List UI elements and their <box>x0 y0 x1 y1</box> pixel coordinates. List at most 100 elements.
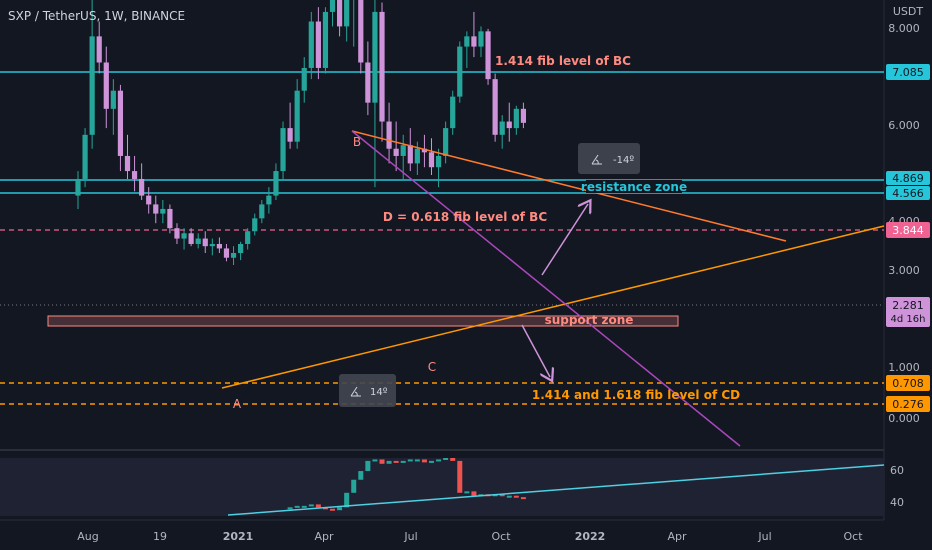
candle[interactable] <box>139 163 145 200</box>
candle[interactable] <box>266 187 272 214</box>
candle-body <box>322 11 329 68</box>
candle-body <box>117 90 124 156</box>
price-label-res-low: 4.566 <box>892 187 924 200</box>
candle-body <box>358 0 364 63</box>
candle[interactable] <box>400 134 406 179</box>
candle-body <box>110 90 116 109</box>
candle[interactable] <box>336 0 343 37</box>
time-tick: Apr <box>314 530 334 543</box>
candle[interactable] <box>216 237 222 254</box>
osc-bar <box>344 492 350 508</box>
candle[interactable] <box>443 121 449 164</box>
countdown-label: 4d 16h <box>891 314 926 325</box>
osc-trendline <box>227 464 885 516</box>
candle[interactable] <box>513 105 519 135</box>
candle[interactable] <box>428 138 435 175</box>
candle-body <box>287 128 293 142</box>
candle[interactable] <box>195 233 201 249</box>
candle-body <box>428 152 435 168</box>
time-tick: Jul <box>403 530 417 543</box>
candle[interactable] <box>450 90 456 135</box>
candle[interactable] <box>252 213 258 236</box>
candle[interactable] <box>435 148 442 188</box>
candle-body <box>223 248 230 258</box>
candle[interactable] <box>174 223 180 244</box>
candle[interactable] <box>386 102 392 164</box>
fib-top-label: 1.414 fib level of BC <box>495 54 631 68</box>
angle-icon <box>591 154 602 165</box>
candle[interactable] <box>181 228 187 250</box>
candle-body <box>492 79 498 135</box>
candle[interactable] <box>82 128 88 188</box>
candle[interactable] <box>287 102 293 149</box>
osc-bar <box>464 491 470 494</box>
candle[interactable] <box>478 26 484 58</box>
candle[interactable] <box>223 243 230 262</box>
candle[interactable] <box>230 246 237 266</box>
candle[interactable] <box>294 79 300 149</box>
candle-body <box>520 108 527 123</box>
osc-bar <box>407 459 413 462</box>
price-label-fib-cd-2: 0.276 <box>892 398 924 411</box>
candle-body <box>202 238 208 247</box>
candle[interactable] <box>329 0 336 27</box>
candle-body <box>124 155 131 172</box>
price-label-fib-cd-1: 0.708 <box>892 377 924 390</box>
candle[interactable] <box>153 195 159 224</box>
candle[interactable] <box>188 228 194 247</box>
price-label-res-high-bg <box>886 171 930 185</box>
candle[interactable] <box>421 134 428 168</box>
candle[interactable] <box>322 7 329 74</box>
candle[interactable] <box>301 57 307 103</box>
candle[interactable] <box>209 238 215 256</box>
osc-bar <box>443 458 449 460</box>
osc-bar <box>436 459 442 462</box>
candle[interactable] <box>89 0 95 149</box>
candle[interactable] <box>506 102 512 142</box>
osc-tick: 60 <box>890 464 904 477</box>
candle[interactable] <box>103 46 109 129</box>
candle[interactable] <box>273 163 279 200</box>
candle[interactable] <box>96 21 102 74</box>
candle[interactable] <box>358 0 364 74</box>
candle[interactable] <box>124 134 131 179</box>
candle[interactable] <box>308 11 314 80</box>
descending-trendline-magenta <box>351 130 741 447</box>
candle[interactable] <box>344 0 350 42</box>
candle-body <box>414 148 420 164</box>
osc-bar <box>379 459 385 464</box>
time-tick: Aug <box>77 530 98 543</box>
candle[interactable] <box>75 171 81 209</box>
candle-body <box>181 233 187 239</box>
candle[interactable] <box>160 199 166 224</box>
candle[interactable] <box>245 228 251 250</box>
candle[interactable] <box>117 84 124 172</box>
candle[interactable] <box>464 31 470 68</box>
candle[interactable] <box>202 231 208 254</box>
candle[interactable] <box>146 187 152 214</box>
candle[interactable] <box>315 7 321 80</box>
candle[interactable] <box>365 41 371 116</box>
candle[interactable] <box>457 41 463 103</box>
candle[interactable] <box>407 128 413 172</box>
candle-body <box>513 108 519 129</box>
candle[interactable] <box>471 11 477 58</box>
candle[interactable] <box>110 79 116 135</box>
candle[interactable] <box>238 241 244 261</box>
candle[interactable] <box>351 0 356 47</box>
candle[interactable] <box>131 155 138 192</box>
candle[interactable] <box>393 121 399 172</box>
candle[interactable] <box>499 115 505 149</box>
current-price-bg <box>886 297 930 327</box>
candle[interactable] <box>372 0 378 188</box>
candle[interactable] <box>492 73 498 142</box>
candle[interactable] <box>167 204 173 234</box>
candle[interactable] <box>485 28 491 85</box>
candle[interactable] <box>520 102 527 129</box>
candle[interactable] <box>379 2 385 142</box>
candle[interactable] <box>280 121 286 179</box>
candle-body <box>252 218 258 232</box>
candle[interactable] <box>259 199 265 224</box>
